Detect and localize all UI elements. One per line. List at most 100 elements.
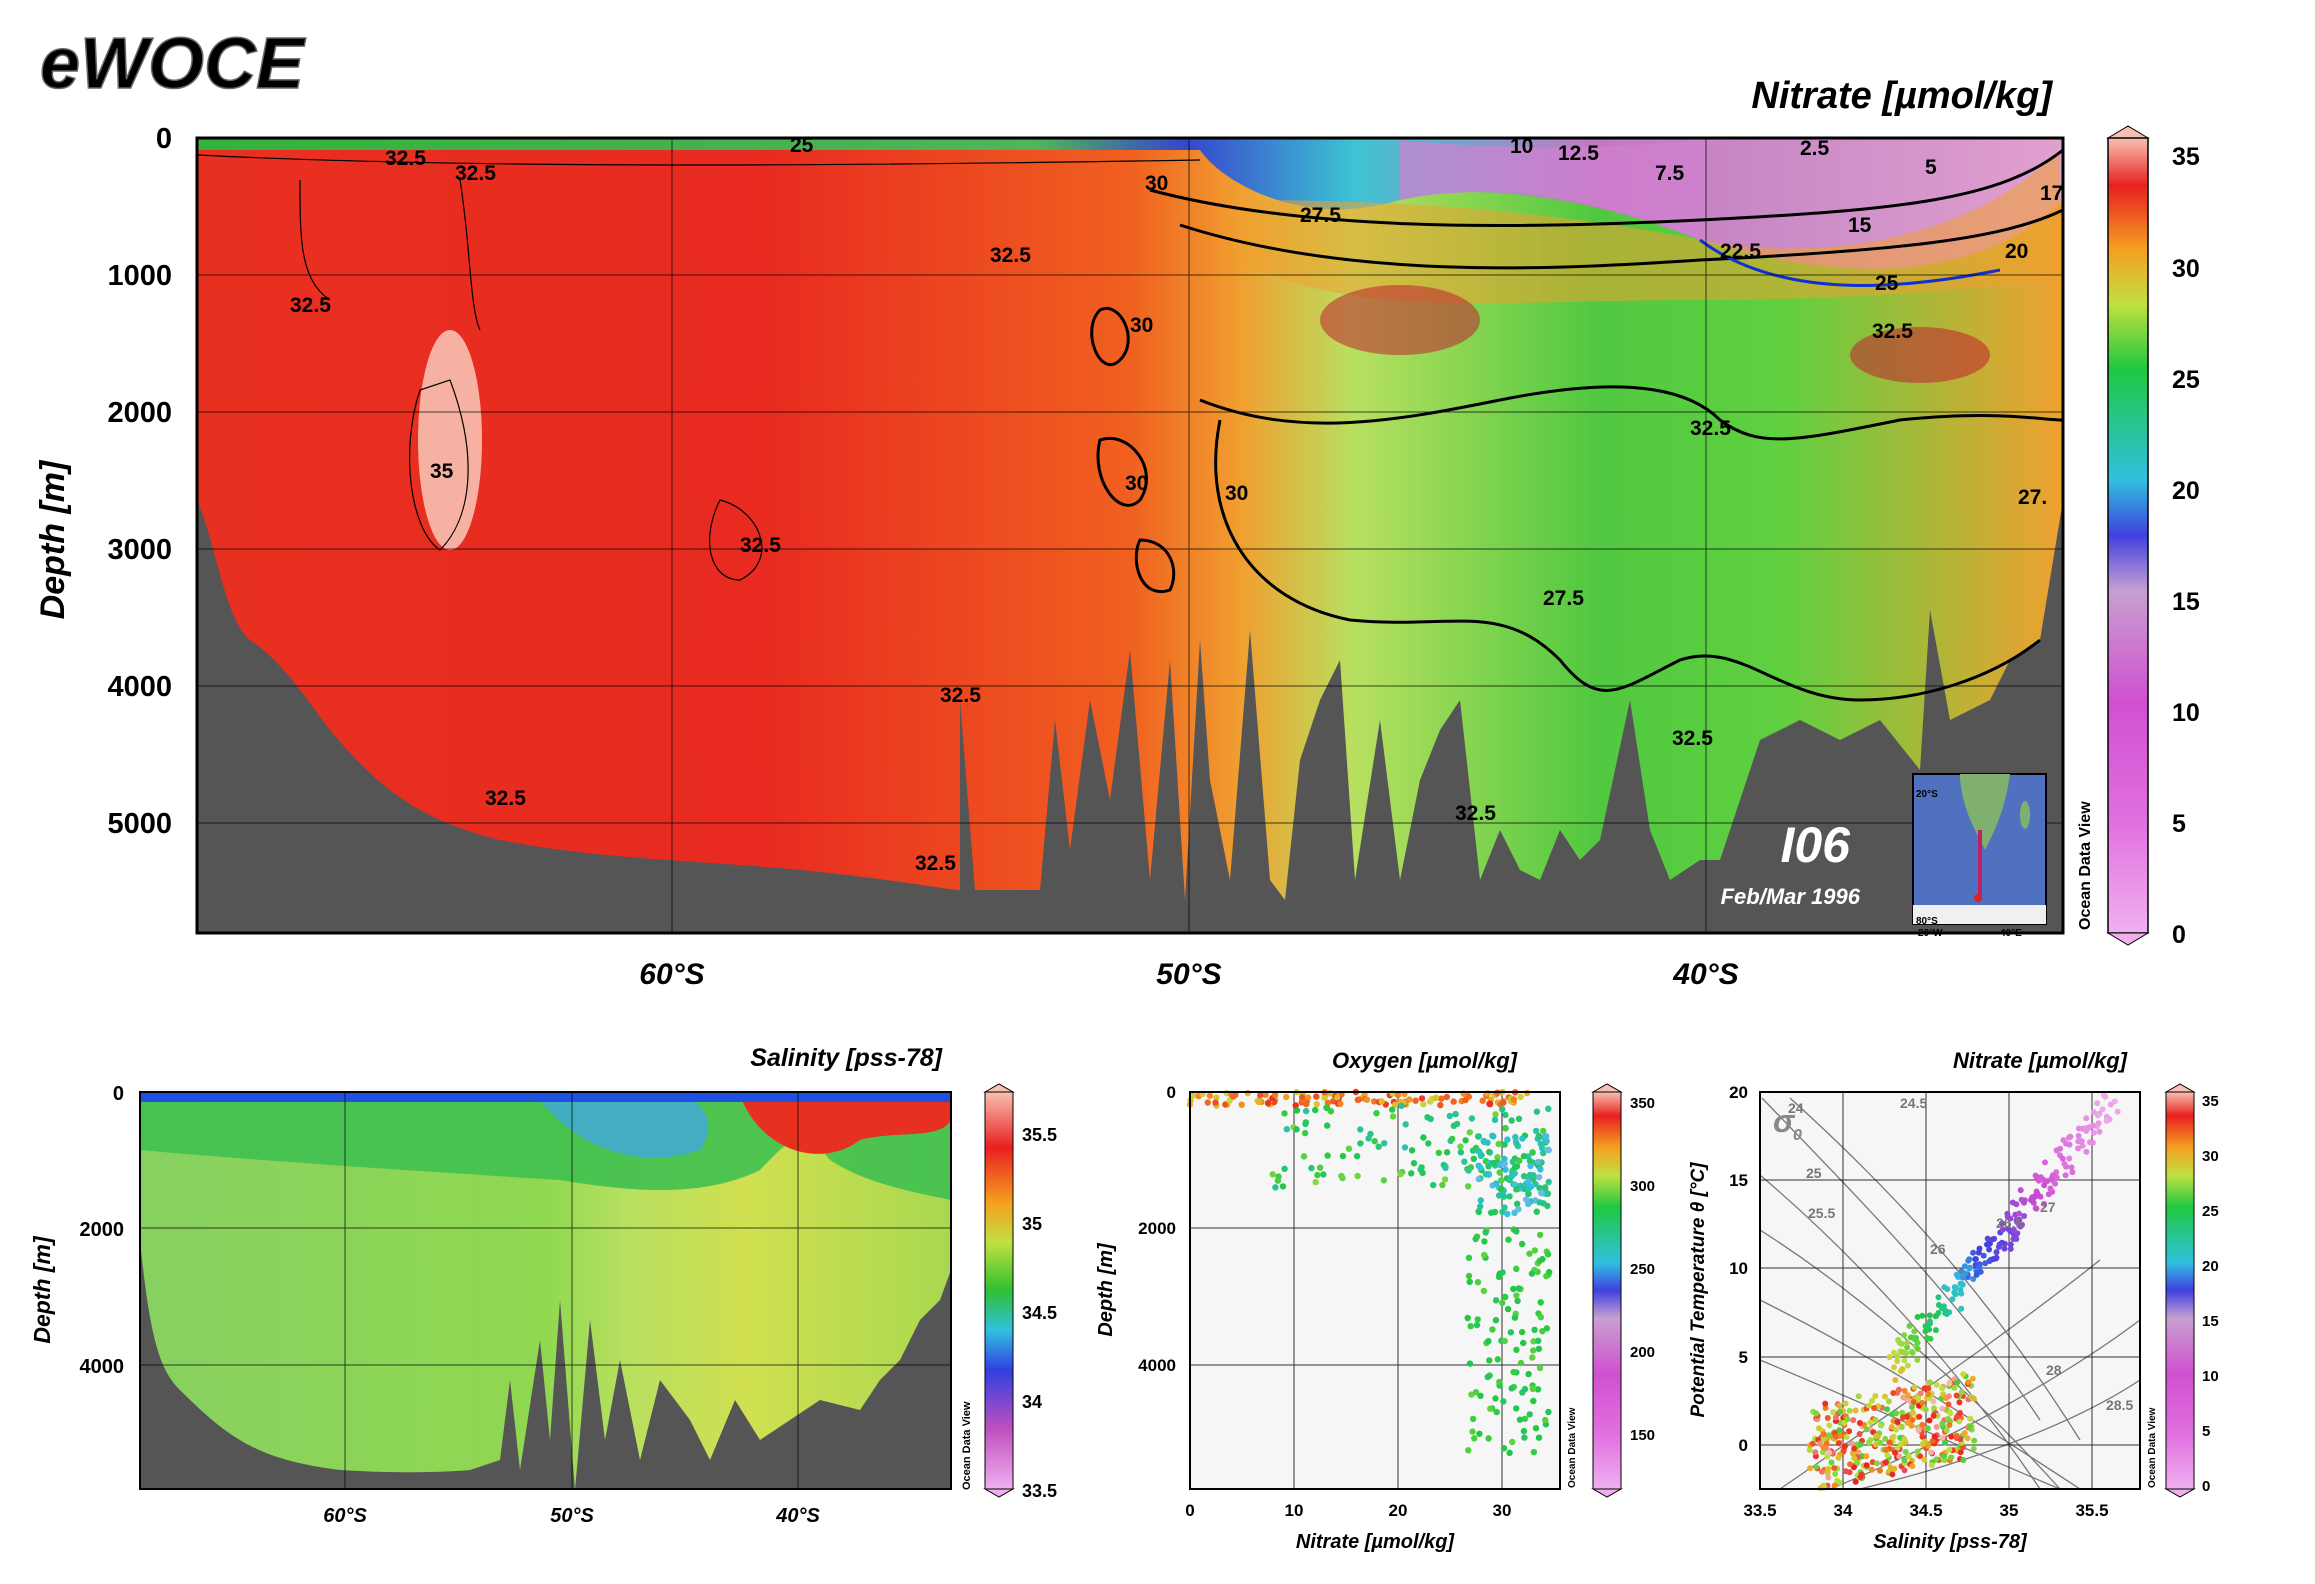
- ts-colorbar-ticks: 35 30 25 20 15 10 5 0: [2202, 1093, 2219, 1495]
- oxygen-point: [1292, 1102, 1299, 1109]
- svg-text:25: 25: [1806, 1165, 1822, 1181]
- oxygen-point: [1337, 1100, 1344, 1108]
- svg-text:32.5: 32.5: [485, 787, 526, 810]
- ts-point: [2007, 1245, 2014, 1252]
- svg-text:25: 25: [790, 134, 814, 157]
- ts-point: [1822, 1400, 1829, 1407]
- ts-point: [1970, 1276, 1977, 1282]
- oxygen-point: [1537, 1299, 1544, 1306]
- oxygen-point: [1502, 1166, 1509, 1173]
- ts-point: [1914, 1314, 1921, 1320]
- ts-point: [1992, 1255, 1999, 1262]
- oxygen-point: [1539, 1255, 1546, 1263]
- svg-text:10: 10: [1510, 135, 1533, 158]
- oxygen-point: [1492, 1395, 1499, 1402]
- oxygen-point: [1513, 1186, 1520, 1193]
- oxygen-point: [1480, 1137, 1488, 1145]
- oxygen-colorbar-ticks: 350 300 250 200 150: [1630, 1095, 1655, 1444]
- svg-text:35: 35: [2172, 143, 2200, 171]
- ts-point: [1809, 1440, 1816, 1447]
- ts-point: [1909, 1349, 1916, 1356]
- ts-point: [1996, 1241, 2003, 1248]
- svg-text:2000: 2000: [1138, 1219, 1176, 1238]
- salinity-blue-patch: [540, 1095, 709, 1158]
- ts-point: [1892, 1377, 1899, 1383]
- ts-point: [1886, 1354, 1893, 1361]
- ts-point: [1837, 1479, 1843, 1486]
- ts-point: [1926, 1312, 1933, 1319]
- oxygen-point: [1537, 1166, 1544, 1173]
- oxygen-point: [1486, 1357, 1493, 1364]
- ts-point: [1892, 1449, 1899, 1456]
- oxygen-point: [1492, 1111, 1499, 1118]
- svg-text:20: 20: [1729, 1083, 1748, 1102]
- ts-point: [1922, 1406, 1929, 1413]
- ts-point: [1949, 1296, 1956, 1303]
- ts-point: [1901, 1467, 1908, 1474]
- oxygen-point: [1465, 1183, 1472, 1190]
- svg-text:17: 17: [2040, 182, 2063, 205]
- oxygen-point: [1443, 1149, 1451, 1156]
- main-gridlines: [197, 138, 2063, 933]
- svg-text:10: 10: [2202, 1368, 2219, 1385]
- oxygen-point: [1536, 1231, 1544, 1239]
- ts-point: [1960, 1444, 1967, 1451]
- svg-text:5: 5: [2202, 1423, 2210, 1440]
- oxygen-point: [1466, 1360, 1474, 1367]
- oxygen-point: [1542, 1416, 1549, 1424]
- oxygen-point: [1398, 1102, 1405, 1110]
- svg-text:0: 0: [113, 1083, 124, 1105]
- ts-point: [1910, 1398, 1917, 1405]
- ts-frame: [1759, 1091, 2141, 1490]
- salinity-surface-strip: [140, 1092, 951, 1102]
- oxygen-point: [1271, 1091, 1279, 1099]
- svg-text:20°S: 20°S: [1916, 789, 1938, 800]
- oxygen-point: [1449, 1135, 1456, 1143]
- ts-point: [1863, 1462, 1870, 1469]
- oxygen-point: [1505, 1236, 1512, 1243]
- oxygen-point: [1493, 1408, 1500, 1416]
- oxygen-point: [1466, 1278, 1473, 1286]
- svg-text:2000: 2000: [80, 1219, 125, 1241]
- oxygen-point: [1345, 1145, 1353, 1152]
- oxygen-point: [1283, 1093, 1290, 1101]
- oxygen-point: [1380, 1177, 1388, 1184]
- oxygen-point: [1324, 1152, 1331, 1159]
- ts-point: [1922, 1328, 1929, 1335]
- ts-point: [1925, 1442, 1932, 1449]
- oxygen-point: [1501, 1204, 1508, 1211]
- svg-text:30: 30: [2202, 1148, 2219, 1165]
- salinity-upper-layer: [140, 1092, 951, 1200]
- oxygen-point: [1520, 1152, 1528, 1160]
- ts-point: [1882, 1459, 1889, 1466]
- oxygen-point: [1501, 1160, 1508, 1168]
- svg-text:35: 35: [1022, 1214, 1042, 1234]
- oxygen-point: [1535, 1345, 1543, 1353]
- ts-point: [1836, 1402, 1843, 1409]
- oxygen-title: Oxygen [µmol/kg]: [1332, 1048, 1518, 1073]
- oxygen-point: [1339, 1174, 1346, 1182]
- main-section: Nitrate [µmol/kg]: [34, 75, 2200, 991]
- ts-point: [1989, 1236, 1996, 1243]
- oxygen-point: [1363, 1096, 1371, 1103]
- ts-point: [1942, 1307, 1949, 1314]
- ts-point: [1893, 1410, 1900, 1417]
- oxygen-point: [1324, 1099, 1332, 1107]
- ts-point: [2086, 1124, 2093, 1131]
- oxygen-point: [1327, 1108, 1335, 1115]
- svg-text:32.5: 32.5: [940, 684, 981, 707]
- ts-point: [1825, 1474, 1832, 1481]
- ts-point: [2075, 1138, 2082, 1145]
- oxygen-y-label: Depth [m]: [1095, 1242, 1117, 1337]
- oxygen-point: [1479, 1097, 1486, 1104]
- svg-text:34.5: 34.5: [1022, 1303, 1057, 1323]
- oxygen-point: [1313, 1093, 1320, 1100]
- oxygen-point: [1462, 1096, 1469, 1104]
- oxygen-point: [1466, 1129, 1474, 1136]
- oxygen-gridlines: [1190, 1092, 1560, 1489]
- ts-point: [1986, 1246, 1993, 1253]
- ts-point: [1872, 1417, 1879, 1423]
- oxygen-point: [1312, 1178, 1319, 1186]
- oxygen-point: [1485, 1163, 1492, 1170]
- oxygen-point: [1357, 1126, 1364, 1133]
